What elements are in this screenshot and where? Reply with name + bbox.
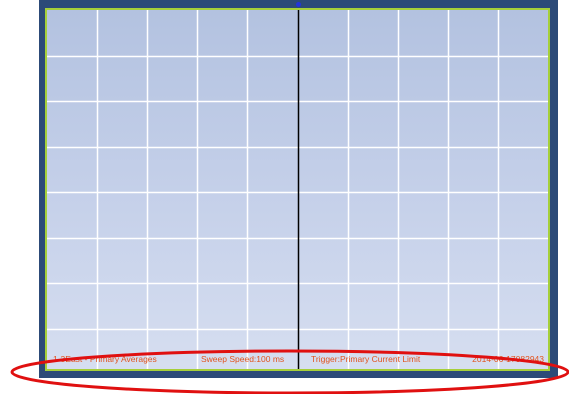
trigger-label: Trigger:Primary Current Limit bbox=[311, 354, 421, 364]
oscilloscope-screen[interactable]: 1-3East - Primary Averages Sweep Speed:1… bbox=[45, 8, 550, 371]
sweep-speed-label: Sweep Speed:100 ms bbox=[201, 354, 285, 364]
graticule-grid bbox=[47, 10, 548, 369]
trigger-position-marker bbox=[296, 2, 301, 7]
channel-label: 1-3East - Primary Averages bbox=[53, 354, 157, 364]
timestamp-label: 2014-06-17082943 bbox=[472, 354, 544, 364]
status-bar: 1-3East - Primary Averages Sweep Speed:1… bbox=[53, 352, 544, 366]
